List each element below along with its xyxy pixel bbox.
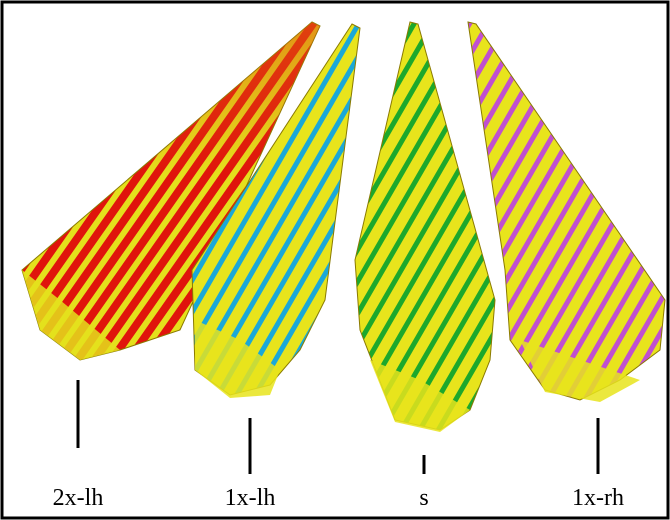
page: 2x-lh 1x-lh s 1x-rh (() => { const data … [0, 0, 670, 520]
figure: 2x-lh 1x-lh s 1x-rh [0, 0, 670, 520]
strand-label: 1x-rh [572, 485, 624, 511]
strand-label: s [419, 485, 428, 511]
strand-label: 2x-lh [53, 485, 104, 511]
strand-label: 1x-lh [225, 485, 276, 511]
